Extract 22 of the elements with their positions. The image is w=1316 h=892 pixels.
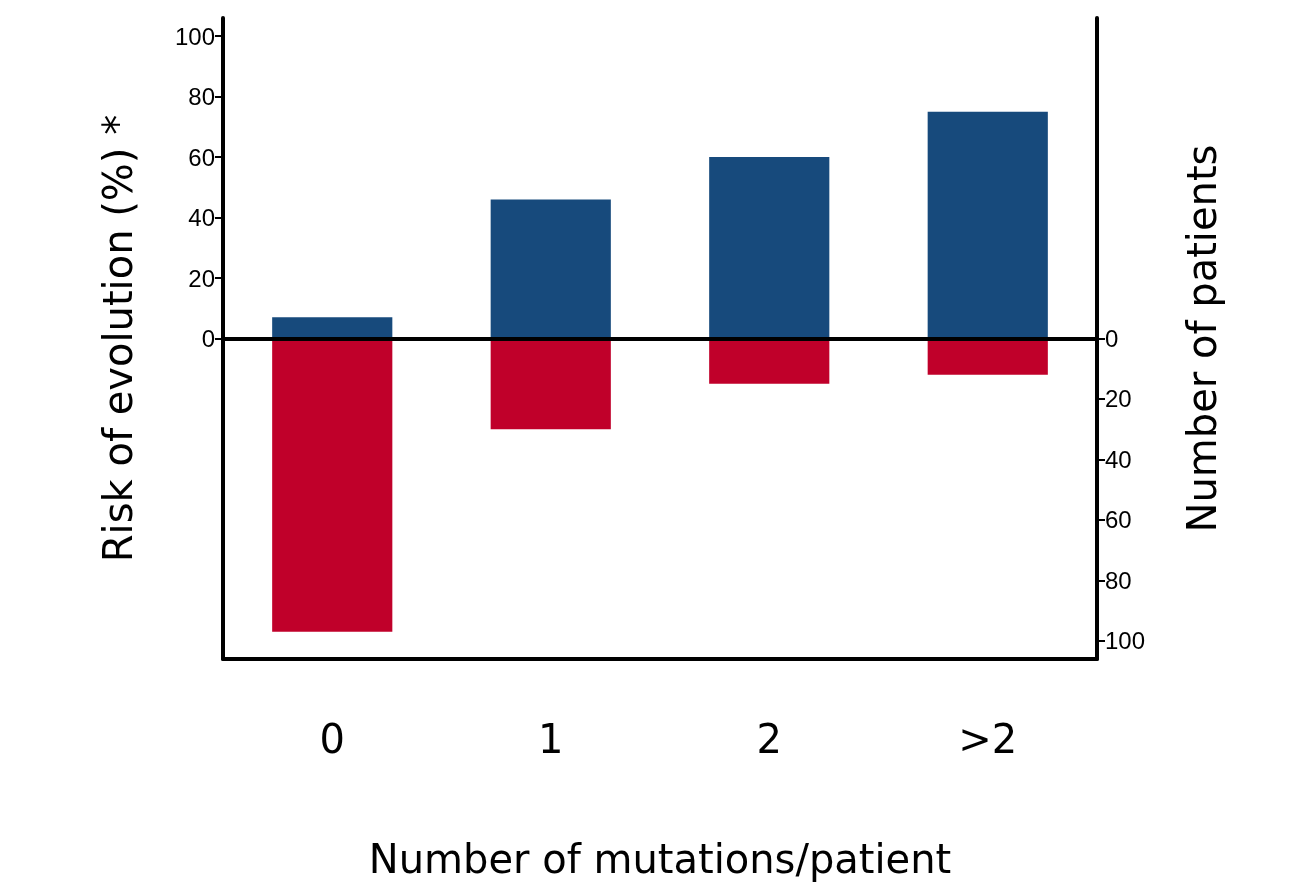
bar — [927, 338, 1048, 375]
y2-axis-title: Number of patients — [1179, 144, 1225, 533]
bar — [272, 317, 393, 339]
y-tick-label: 0 — [201, 325, 215, 352]
y2-tick-label: 20 — [1105, 385, 1132, 413]
y-tick-label: 20 — [188, 264, 215, 292]
x-tick-label: >2 — [958, 716, 1018, 762]
y2-tick-label: 60 — [1105, 506, 1132, 534]
y-tick-label: 100 — [174, 22, 215, 50]
y2-tick-label: 80 — [1105, 566, 1132, 594]
y2-tick-label: 100 — [1105, 627, 1146, 655]
bar — [709, 338, 830, 384]
y2-tick-label: 0 — [1105, 325, 1119, 352]
y-tick-label: 40 — [188, 204, 215, 232]
y-tick-label: 60 — [188, 143, 215, 171]
x-tick-label: 2 — [756, 716, 782, 762]
x-tick-label: 1 — [538, 716, 564, 762]
y-tick-label: 80 — [188, 83, 215, 111]
y-axis-title: Risk of evolution (%) * — [95, 114, 141, 563]
x-axis-title: Number of mutations/patient — [368, 836, 952, 882]
y2-tick-label: 40 — [1105, 445, 1132, 473]
x-tick-label: 0 — [319, 716, 345, 762]
